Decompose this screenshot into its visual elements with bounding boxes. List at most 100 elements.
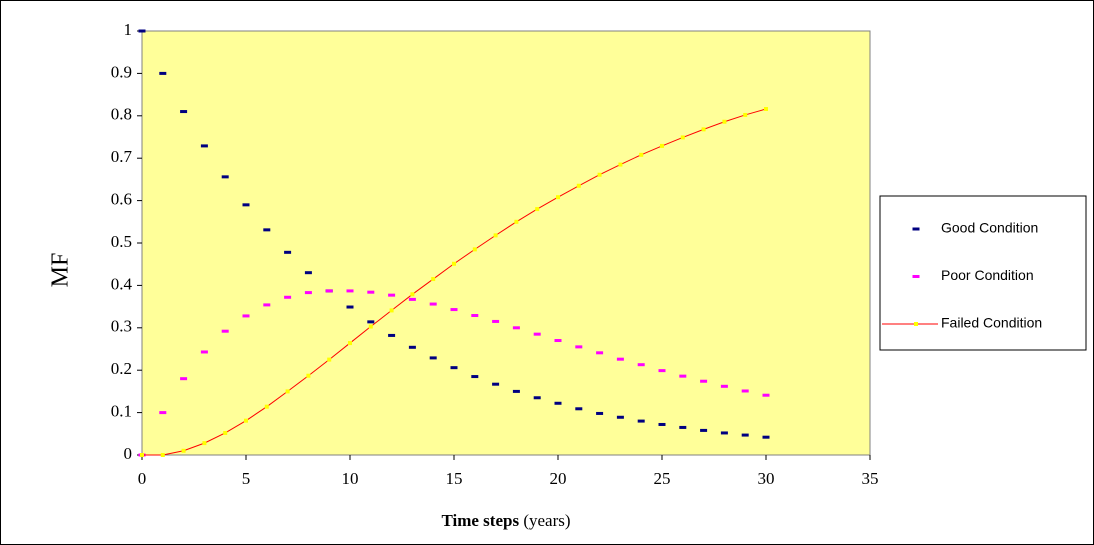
data-point bbox=[700, 379, 708, 383]
data-point bbox=[618, 162, 623, 167]
data-point bbox=[202, 441, 207, 446]
y-tick-label: 0 bbox=[124, 444, 133, 463]
x-tick-label: 5 bbox=[242, 469, 251, 488]
data-point bbox=[181, 448, 186, 453]
data-point bbox=[556, 195, 560, 200]
data-point bbox=[368, 324, 373, 329]
y-tick-label: 0.6 bbox=[111, 190, 132, 209]
data-point bbox=[514, 219, 519, 224]
data-point bbox=[533, 332, 541, 336]
data-point bbox=[159, 411, 167, 415]
data-point bbox=[408, 297, 416, 301]
y-tick-label: 0.5 bbox=[111, 232, 132, 251]
data-point bbox=[493, 233, 498, 238]
y-tick-label: 0.7 bbox=[111, 147, 133, 166]
y-tick-label: 1 bbox=[124, 20, 133, 39]
data-point bbox=[140, 453, 144, 457]
data-point bbox=[679, 374, 687, 378]
data-point bbox=[637, 363, 645, 367]
data-point bbox=[159, 71, 167, 75]
data-point bbox=[722, 119, 727, 124]
data-point bbox=[388, 333, 396, 337]
data-point bbox=[512, 389, 520, 393]
data-point bbox=[762, 435, 770, 439]
data-point bbox=[263, 228, 271, 232]
data-point bbox=[285, 389, 290, 394]
data-point bbox=[327, 357, 332, 362]
x-tick-label: 0 bbox=[138, 469, 147, 488]
data-point bbox=[452, 261, 456, 266]
x-tick-label: 25 bbox=[654, 469, 671, 488]
data-point bbox=[242, 203, 250, 207]
data-point bbox=[264, 404, 269, 409]
data-point bbox=[304, 291, 312, 295]
data-point bbox=[492, 319, 500, 323]
data-point bbox=[410, 292, 415, 297]
data-point bbox=[471, 314, 479, 318]
data-point bbox=[242, 314, 250, 318]
data-point bbox=[575, 407, 583, 411]
data-point bbox=[576, 183, 581, 188]
data-point bbox=[160, 453, 165, 457]
data-point bbox=[720, 384, 728, 388]
data-point bbox=[616, 357, 624, 361]
data-point bbox=[367, 320, 375, 324]
data-point bbox=[348, 341, 352, 346]
data-point bbox=[429, 302, 437, 306]
x-tick-label: 20 bbox=[550, 469, 567, 488]
x-tick-label: 10 bbox=[342, 469, 359, 488]
legend-marker bbox=[914, 322, 918, 326]
data-point bbox=[263, 303, 271, 307]
data-point bbox=[223, 430, 228, 435]
data-point bbox=[221, 175, 229, 179]
data-point bbox=[138, 29, 146, 33]
data-point bbox=[512, 326, 520, 330]
y-axis-label: MF bbox=[48, 253, 74, 288]
data-point bbox=[533, 396, 541, 400]
data-point bbox=[680, 135, 685, 140]
data-point bbox=[429, 356, 437, 360]
x-axis-label-units: (years) bbox=[523, 511, 570, 530]
legend-label: Good Condition bbox=[941, 220, 1038, 236]
data-point bbox=[535, 207, 540, 212]
data-point bbox=[346, 289, 354, 293]
data-point bbox=[658, 369, 666, 373]
data-point bbox=[701, 127, 706, 132]
data-point bbox=[596, 411, 604, 415]
data-point bbox=[450, 366, 458, 370]
data-point bbox=[180, 377, 188, 381]
y-tick-label: 0.8 bbox=[111, 105, 132, 124]
plot-area bbox=[141, 30, 871, 456]
data-point bbox=[367, 290, 375, 294]
data-point bbox=[431, 277, 436, 282]
data-point bbox=[637, 419, 645, 423]
data-point bbox=[741, 389, 749, 393]
data-point bbox=[762, 393, 770, 397]
data-point bbox=[389, 308, 394, 313]
data-point bbox=[388, 293, 396, 297]
data-point bbox=[325, 289, 333, 293]
x-tick-label: 15 bbox=[446, 469, 463, 488]
data-point bbox=[284, 295, 292, 299]
data-point bbox=[200, 144, 208, 148]
data-point bbox=[639, 152, 644, 157]
y-tick-label: 0.9 bbox=[111, 62, 132, 81]
data-point bbox=[200, 350, 208, 354]
data-point bbox=[764, 107, 768, 112]
data-point bbox=[221, 329, 229, 333]
x-axis-label-main: Time steps bbox=[441, 511, 519, 530]
x-tick-label: 30 bbox=[758, 469, 775, 488]
legend-marker bbox=[912, 227, 920, 231]
data-point bbox=[472, 247, 477, 252]
data-point bbox=[700, 428, 708, 432]
data-point bbox=[720, 431, 728, 435]
data-point bbox=[679, 425, 687, 429]
data-point bbox=[180, 110, 188, 114]
data-point bbox=[658, 422, 666, 426]
data-point bbox=[450, 308, 458, 312]
data-point bbox=[471, 375, 479, 379]
legend-marker bbox=[912, 275, 920, 278]
data-point bbox=[743, 112, 748, 117]
